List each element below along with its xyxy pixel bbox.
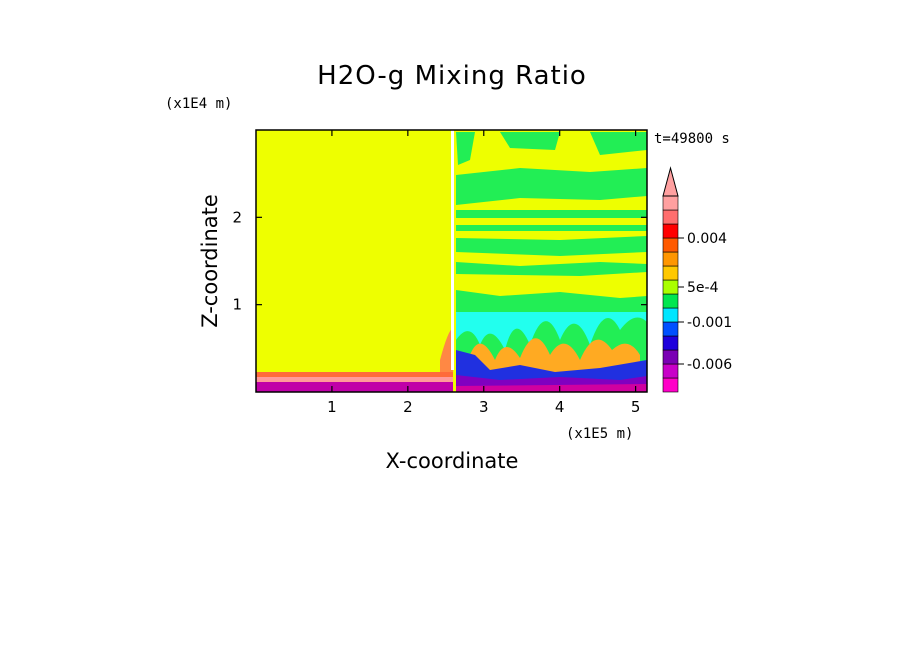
x-tick-label: 3 bbox=[479, 398, 489, 416]
x-scale-label: (x1E5 m) bbox=[566, 426, 633, 442]
x-tick-label: 5 bbox=[631, 398, 641, 416]
band-green bbox=[500, 132, 560, 150]
colorbar-label: 0.004 bbox=[687, 231, 727, 247]
y-axis-ticks: 12 bbox=[232, 208, 647, 314]
colorbar-bin bbox=[662, 293, 679, 309]
colorbar-bin bbox=[662, 251, 679, 267]
colorbar-label: -0.001 bbox=[687, 315, 732, 331]
band-green bbox=[456, 210, 647, 218]
colorbar-bin bbox=[662, 223, 679, 239]
surface-magenta-band bbox=[256, 382, 453, 392]
band-green bbox=[456, 168, 647, 205]
y-scale-label: (x1E4 m) bbox=[165, 96, 232, 112]
x-tick-label: 4 bbox=[555, 398, 565, 416]
x-tick-label: 1 bbox=[327, 398, 337, 416]
band-green bbox=[590, 132, 647, 155]
edge-orange bbox=[440, 328, 453, 372]
colorbar-bin bbox=[662, 265, 679, 281]
plume-orange bbox=[470, 338, 640, 372]
surface-red-band bbox=[256, 372, 453, 377]
colorbar-bin bbox=[662, 335, 679, 351]
band-green bbox=[456, 225, 647, 231]
colorbar-bin bbox=[662, 279, 679, 295]
colorbar-bin bbox=[662, 307, 679, 323]
x-axis-label: X-coordinate bbox=[386, 449, 519, 473]
colorbar-bin bbox=[662, 195, 679, 211]
band-green bbox=[456, 262, 647, 276]
band-green bbox=[456, 290, 647, 312]
turbulent-magenta bbox=[456, 384, 647, 392]
colorbar-bin bbox=[662, 349, 679, 365]
colorbar: -0.006 -0.001 5e-4 0.004 bbox=[662, 166, 732, 393]
y-axis-label: Z-coordinate bbox=[198, 194, 222, 328]
colorbar-bin bbox=[662, 237, 679, 253]
band-green bbox=[456, 236, 647, 256]
colorbar-bin bbox=[662, 377, 679, 393]
x-tick-label: 2 bbox=[403, 398, 413, 416]
interface-line bbox=[451, 130, 454, 370]
plot-field bbox=[256, 130, 647, 392]
time-label: t=49800 s bbox=[654, 131, 730, 147]
chart-title: H2O-g Mixing Ratio bbox=[317, 61, 587, 91]
colorbar-label: -0.006 bbox=[687, 357, 732, 373]
y-tick-label: 1 bbox=[232, 296, 242, 314]
y-tick-label: 2 bbox=[232, 208, 242, 226]
surface-pink-band bbox=[256, 377, 453, 382]
plot-frame bbox=[255, 129, 648, 393]
colorbar-bin bbox=[662, 321, 679, 337]
left-region bbox=[256, 130, 453, 375]
x-axis-ticks: 1 2 3 4 5 bbox=[327, 130, 640, 416]
colorbar-bin bbox=[662, 363, 679, 379]
colorbar-extend-arrow bbox=[662, 166, 679, 197]
colorbar-label: 5e-4 bbox=[687, 280, 719, 296]
band-green bbox=[456, 132, 475, 165]
colorbar-bin bbox=[662, 209, 679, 225]
